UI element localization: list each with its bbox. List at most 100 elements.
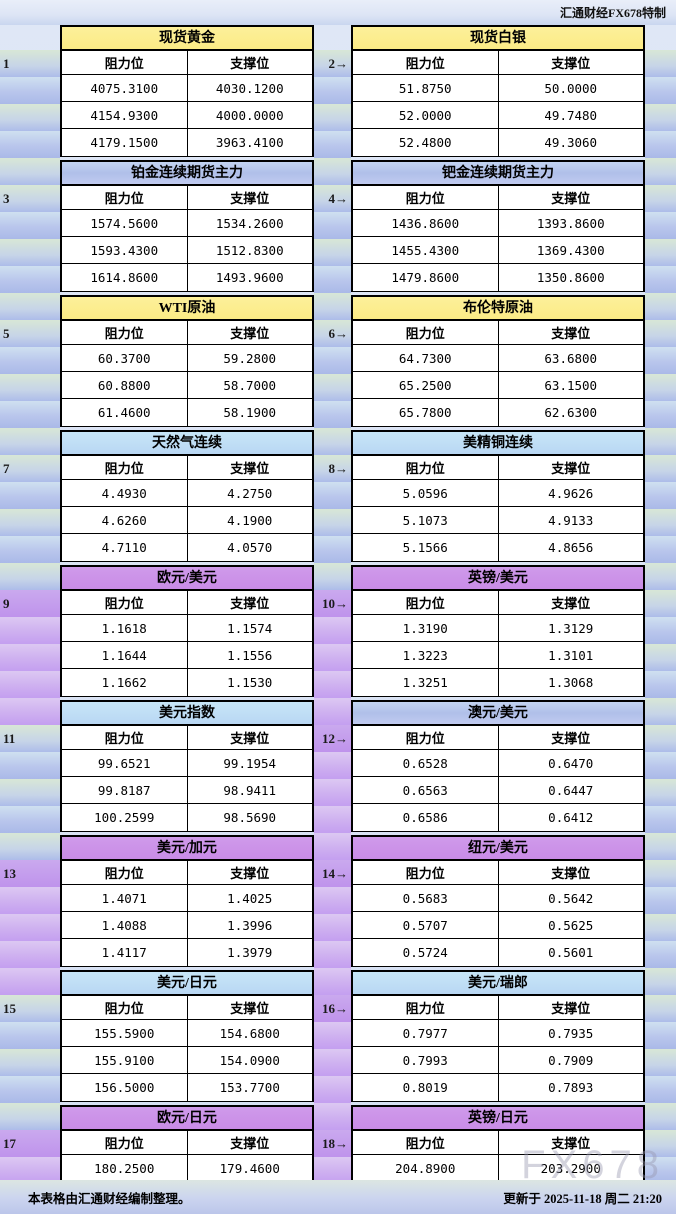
gutter-band: [0, 374, 60, 401]
gutter-band: [645, 347, 676, 374]
quote-panel[interactable]: 英镑/美元 阻力位 支撑位 1.3190 1.3129 1.3223 1.3101 1.325…: [351, 565, 645, 697]
resistance-value: 1.1662: [62, 669, 188, 696]
quote-panel[interactable]: 布伦特原油 阻力位 支撑位 64.7300 63.6800 65.2500 63.1500 6…: [351, 295, 645, 427]
table-row: 60.3700 59.2800: [62, 345, 312, 372]
table-row: 99.8187 98.9411: [62, 777, 312, 804]
gutter-band: [314, 77, 351, 104]
resistance-value: 1.1644: [62, 642, 188, 668]
row-index-label: 8→: [328, 460, 349, 476]
column-header-support: 支撑位: [551, 866, 591, 881]
quote-panel[interactable]: 现货白银 阻力位 支撑位 51.8750 50.0000 52.0000 49.7480 52…: [351, 25, 645, 157]
column-header-row: 阻力位 支撑位: [353, 591, 643, 615]
table-row: 99.6521 99.1954: [62, 750, 312, 777]
column-header-row: 阻力位 支撑位: [62, 591, 312, 615]
gutter-band: [314, 1103, 351, 1130]
support-value: 4.1900: [227, 512, 273, 528]
gutter-band: [314, 968, 351, 995]
gutter-band: [645, 860, 676, 887]
quote-panel[interactable]: 铂金连续期货主力 阻力位 支撑位 1574.5600 1534.2600 1593.430…: [60, 160, 314, 292]
table-row: 0.6528 0.6470: [353, 750, 643, 777]
column-header-row: 阻力位 支撑位: [353, 861, 643, 885]
gutter-band: [645, 1103, 676, 1130]
support-value: 3963.4100: [215, 135, 284, 150]
resistance-value: 4.4930: [62, 480, 188, 506]
support-value: 1369.4300: [536, 242, 605, 258]
support-value: 4.9626: [548, 485, 594, 501]
table-row: 180.2500 179.4600: [62, 1155, 312, 1182]
quote-panel[interactable]: 纽元/美元 阻力位 支撑位 0.5683 0.5642 0.5707 0.5625 0.572…: [351, 835, 645, 967]
quote-panel[interactable]: 钯金连续期货主力 阻力位 支撑位 1436.8600 1393.8600 1455.430…: [351, 160, 645, 292]
gutter-band: [645, 833, 676, 860]
column-header-support: 支撑位: [230, 326, 270, 341]
resistance-value: 99.8187: [62, 777, 188, 803]
row-index-label: 17: [3, 1135, 16, 1151]
resistance-value: 1.4088: [62, 912, 188, 938]
column-header-support: 支撑位: [551, 1001, 591, 1016]
column-header-row: 阻力位 支撑位: [62, 861, 312, 885]
row-index-label: 3: [3, 190, 10, 206]
panel-title: 纽元/美元: [353, 837, 643, 861]
resistance-value: 1.3223: [353, 642, 499, 668]
quote-panel[interactable]: 美元/日元 阻力位 支撑位 155.5900 154.6800 155.9100 154.0…: [60, 970, 314, 1102]
gutter-band: [0, 1022, 60, 1049]
gutter-band: [314, 293, 351, 320]
quote-panel[interactable]: 美元/加元 阻力位 支撑位 1.4071 1.4025 1.4088 1.3996 1.411…: [60, 835, 314, 967]
gutter-band: [645, 482, 676, 509]
quote-panel[interactable]: 美元指数 阻力位 支撑位 99.6521 99.1954 99.8187 98.9411 10…: [60, 700, 314, 832]
quote-panel[interactable]: 美精铜连续 阻力位 支撑位 5.0596 4.9626 5.1073 4.9133 5.156…: [351, 430, 645, 562]
column-header-resistance: 阻力位: [353, 456, 499, 479]
quote-panel[interactable]: 澳元/美元 阻力位 支撑位 0.6528 0.6470 0.6563 0.6447 0.658…: [351, 700, 645, 832]
resistance-value: 60.3700: [62, 345, 188, 371]
quote-panel[interactable]: WTI原油 阻力位 支撑位 60.3700 59.2800 60.8800 58.7000 6…: [60, 295, 314, 427]
row-index-label: 6→: [328, 325, 349, 341]
gutter-band: [0, 698, 60, 725]
resistance-value: 1574.5600: [62, 210, 188, 236]
column-header-row: 阻力位 支撑位: [353, 456, 643, 480]
gutter-band: 14→: [314, 860, 351, 887]
row-index-label: 15: [3, 1000, 16, 1016]
resistance-value: 4075.3100: [62, 75, 188, 101]
support-value: 4.9133: [548, 512, 594, 528]
gutter-band: [645, 374, 676, 401]
column-header-support: 支撑位: [551, 326, 591, 341]
gutter-band: [314, 914, 351, 941]
gutter-band: [0, 644, 60, 671]
gutter-band: [0, 401, 60, 428]
panel-title: 美元/加元: [62, 837, 312, 861]
column-header-resistance: 阻力位: [353, 726, 499, 749]
gutter-band: 17: [0, 1130, 60, 1157]
table-row: 1614.8600 1493.9600: [62, 264, 312, 291]
gutter-band: [645, 725, 676, 752]
top-header-bar: 汇通财经FX678特制: [0, 0, 676, 25]
table-row: 1.3251 1.3068: [353, 669, 643, 696]
resistance-value: 5.1073: [353, 507, 499, 533]
table-row: 1.1644 1.1556: [62, 642, 312, 669]
resistance-value: 51.8750: [353, 75, 499, 101]
quote-panel[interactable]: 现货黄金 阻力位 支撑位 4075.3100 4030.1200 4154.9300 400…: [60, 25, 314, 157]
quote-panel[interactable]: 天然气连续 阻力位 支撑位 4.4930 4.2750 4.6260 4.1900 4.711…: [60, 430, 314, 562]
gutter-band: [645, 698, 676, 725]
quote-panel[interactable]: 美元/瑞郎 阻力位 支撑位 0.7977 0.7935 0.7993 0.7909 0.801…: [351, 970, 645, 1102]
table-row: 1.3190 1.3129: [353, 615, 643, 642]
support-value: 0.7935: [548, 1025, 594, 1041]
support-value: 1.4025: [227, 890, 273, 906]
column-header-support: 支撑位: [551, 56, 591, 71]
column-header-support: 支撑位: [230, 1136, 270, 1151]
quote-panel[interactable]: 欧元/美元 阻力位 支撑位 1.1618 1.1574 1.1644 1.1556 1.166…: [60, 565, 314, 697]
column-header-support: 支撑位: [230, 461, 270, 476]
gutter-band: 2→: [314, 50, 351, 77]
table-row: 5.1073 4.9133: [353, 507, 643, 534]
resistance-value: 61.4600: [62, 399, 188, 426]
panel-title: 天然气连续: [62, 432, 312, 456]
column-header-support: 支撑位: [551, 596, 591, 611]
support-value: 58.1900: [223, 405, 277, 420]
table-row: 0.6563 0.6447: [353, 777, 643, 804]
support-value: 1.3129: [548, 620, 594, 636]
row-index-label: 7: [3, 460, 10, 476]
gutter-band: [314, 941, 351, 968]
support-value: 4.2750: [227, 485, 273, 501]
resistance-value: 1593.4300: [62, 237, 188, 263]
gutter-band: [314, 401, 351, 428]
table-row: 0.7993 0.7909: [353, 1047, 643, 1074]
footer-bar: 本表格由汇通财经编制整理。 更新于 2025-11-18 周二 21:20: [0, 1180, 676, 1214]
